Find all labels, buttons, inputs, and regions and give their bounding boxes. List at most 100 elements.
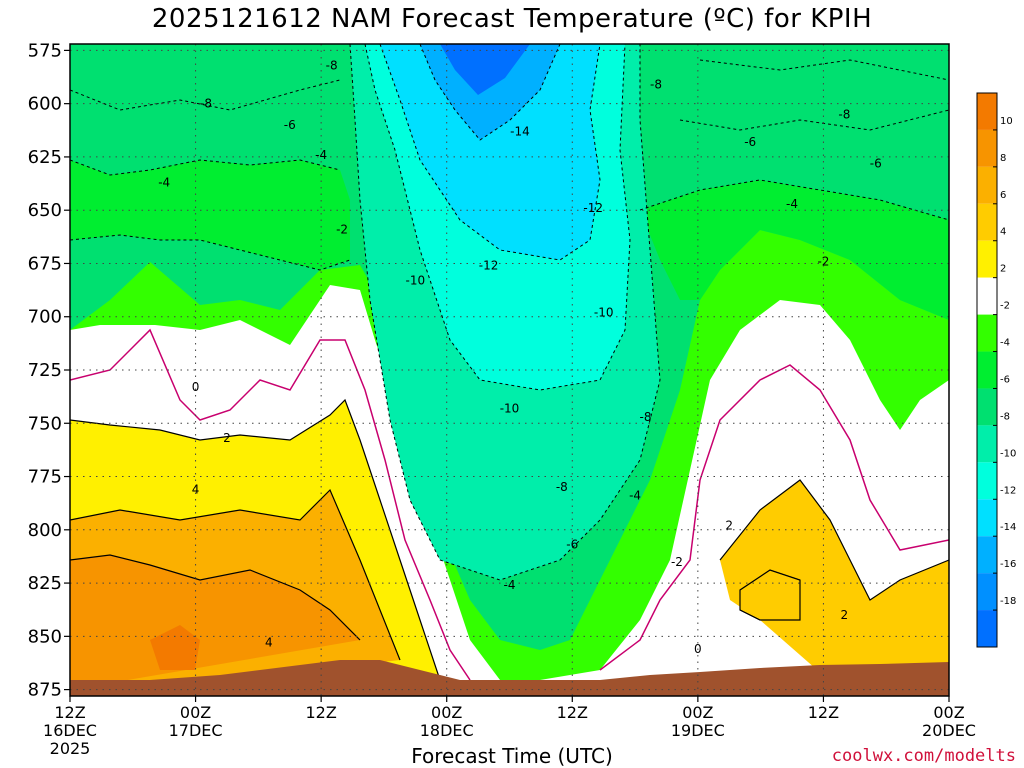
contour-label: -6: [744, 135, 756, 149]
x-axis-label: Forecast Time (UTC): [411, 744, 613, 768]
contour-label: -8: [200, 97, 212, 111]
contour-label: -6: [566, 538, 578, 552]
contour-label: -12: [479, 259, 499, 273]
colorbar-label: -8: [1000, 411, 1010, 422]
terrain: [70, 660, 949, 696]
colorbar-label: 6: [1000, 190, 1006, 201]
colorbar-swatch: [977, 129, 997, 167]
colorbar-swatch: [977, 314, 997, 352]
contour-label: -4: [158, 175, 170, 189]
colorbar-label: 8: [1000, 153, 1006, 164]
x-tick-label: 2025: [50, 739, 91, 758]
contour-label: -4: [315, 148, 327, 162]
y-tick-label: 575: [28, 40, 62, 61]
colorbar-swatch: [977, 425, 997, 463]
contour-label: -12: [583, 201, 603, 215]
band-below-minus16: [440, 44, 530, 95]
zero-isotherm: [70, 328, 949, 681]
colorbar-swatch: [977, 93, 997, 130]
contour-label: -10: [594, 305, 614, 319]
y-tick-label: 625: [28, 147, 62, 168]
band-6-8: [70, 555, 360, 690]
credit-text: coolwx.com/modelts: [831, 746, 1016, 766]
contour-labels: -8 -8 -6 -4 -4 -2 -14 -12 -12 -10 -10 -10 -8 -8 -6 -6 -4…: [158, 58, 882, 656]
colorbar-swatch: [977, 462, 997, 500]
contour-label: -8: [838, 107, 850, 121]
y-tick-label: 775: [28, 467, 62, 488]
contour-label: -6: [870, 156, 882, 170]
contour-label: -8: [640, 410, 652, 424]
colorbar-label: -14: [1000, 522, 1016, 533]
colorbar-frame: [976, 92, 998, 648]
contour-label: -10: [406, 274, 426, 288]
contour-label: 0: [694, 642, 702, 656]
x-tick-label: 19DEC: [671, 721, 725, 740]
x-tick-label: 00Z: [933, 703, 964, 722]
x-tick-label: 12Z: [557, 703, 588, 722]
contour-label: 2: [223, 431, 231, 445]
colorbar-swatch: [977, 388, 997, 426]
x-tick-label: 12Z: [808, 703, 839, 722]
colorbar-label: 2: [1000, 264, 1006, 275]
contour-label: -8: [326, 58, 338, 72]
chart-title: 2025121612 NAM Forecast Temperature (ºC)…: [151, 4, 873, 34]
colorbar-label: -12: [1000, 485, 1016, 496]
colorbar-swatch: [977, 240, 997, 278]
y-tick-label: 700: [28, 307, 62, 328]
contour-label: 4: [192, 482, 200, 496]
colorbar-swatch: [977, 536, 997, 574]
band-2-4-right: [720, 480, 949, 690]
contour-label: -2: [336, 222, 348, 236]
colorbar-label: -18: [1000, 596, 1016, 607]
y-tick-label: 800: [28, 520, 62, 541]
grid: [70, 44, 949, 696]
colorbar-label: -4: [1000, 338, 1010, 349]
x-tick-label: 17DEC: [169, 721, 223, 740]
colorbar-label: -2: [1000, 301, 1010, 312]
contour-label: -6: [284, 118, 296, 132]
y-tick-label: 675: [28, 253, 62, 274]
contour-label: 4: [265, 636, 273, 650]
y-tick-label: 875: [28, 680, 62, 701]
colorbar-label: 10: [1000, 116, 1013, 127]
x-tick-label: 18DEC: [420, 721, 474, 740]
contour-label: 0: [192, 380, 200, 394]
y-tick-label: 600: [28, 94, 62, 115]
contour-label: -4: [786, 197, 798, 211]
band-minus14-minus12: [380, 44, 600, 260]
x-tick-label: 12Z: [54, 703, 85, 722]
contour-label: -8: [556, 480, 568, 494]
x-tick-label: 00Z: [682, 703, 713, 722]
y-tick-label: 750: [28, 413, 62, 434]
colorbar-label: -10: [1000, 448, 1016, 459]
x-tick-label: 00Z: [431, 703, 462, 722]
colorbar-swatch: [977, 610, 997, 647]
y-tick-label: 650: [28, 200, 62, 221]
y-tick-label: 825: [28, 573, 62, 594]
contour-label: -4: [629, 489, 641, 503]
negative-contours: [70, 44, 949, 581]
colorbar-label: -16: [1000, 559, 1016, 570]
band-minus6-minus4-right: [640, 180, 949, 320]
colorbar-swatch: [977, 203, 997, 241]
colorbar-label: 4: [1000, 227, 1006, 238]
x-tick-label: 16DEC: [43, 721, 97, 740]
y-axis: 575 600 625 650 675 700 725 750 775 800 825 850 875: [28, 40, 70, 701]
colorbar-swatch: [977, 166, 997, 204]
colorbar-label: -6: [1000, 374, 1010, 385]
contour-label: -2: [817, 254, 829, 268]
y-tick-label: 850: [28, 626, 62, 647]
x-tick-label: 20DEC: [922, 721, 976, 740]
contour-label: -8: [650, 77, 662, 91]
x-tick-label: 12Z: [305, 703, 336, 722]
band-minus6-minus4-left: [70, 160, 350, 270]
contour-label: 2: [725, 519, 733, 533]
colorbar-swatch: [977, 573, 997, 611]
contour-label: 2: [841, 608, 849, 622]
colorbar: 10 8 6 4 2 -2 -4 -6 -8 -10 -12 -14 -16 -18: [976, 92, 1016, 648]
colorbar-swatch: [977, 277, 997, 315]
colorbar-swatch: [977, 499, 997, 537]
colorbar-swatch: [977, 351, 997, 389]
